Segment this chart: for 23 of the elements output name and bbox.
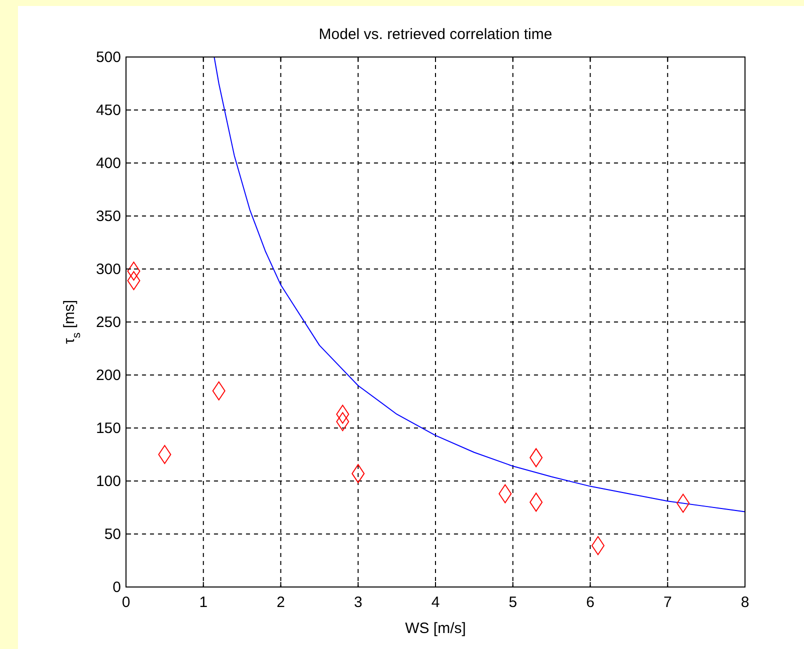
x-axis-title: WS [m/s] <box>405 620 466 637</box>
x-tick-label: 2 <box>276 594 285 611</box>
x-tick-label: 8 <box>740 594 750 611</box>
y-tick-label: 500 <box>96 49 121 66</box>
x-tick-label: 1 <box>199 594 208 611</box>
x-tick-label: 3 <box>354 594 362 611</box>
y-tick-label: 300 <box>96 261 121 278</box>
line-series <box>214 56 746 512</box>
y-tick-label: 200 <box>96 367 121 384</box>
x-tick-label: 5 <box>508 594 518 611</box>
y-tick-label: 50 <box>104 526 121 543</box>
y-tick-label: 0 <box>112 579 121 596</box>
x-tick-label: 7 <box>663 594 672 611</box>
y-tick-label: 250 <box>96 314 121 331</box>
y-tick-label: 400 <box>96 155 121 172</box>
x-tick-label: 6 <box>586 594 594 611</box>
y-tick-label: 350 <box>96 208 121 225</box>
chart-title: Model vs. retrieved correlation time <box>318 26 552 43</box>
y-tick-label: 100 <box>96 473 121 490</box>
point <box>158 445 172 464</box>
y-tick-label: 150 <box>96 420 121 437</box>
y-tick-label: 450 <box>96 102 121 119</box>
x-tick-label: 4 <box>431 594 440 611</box>
